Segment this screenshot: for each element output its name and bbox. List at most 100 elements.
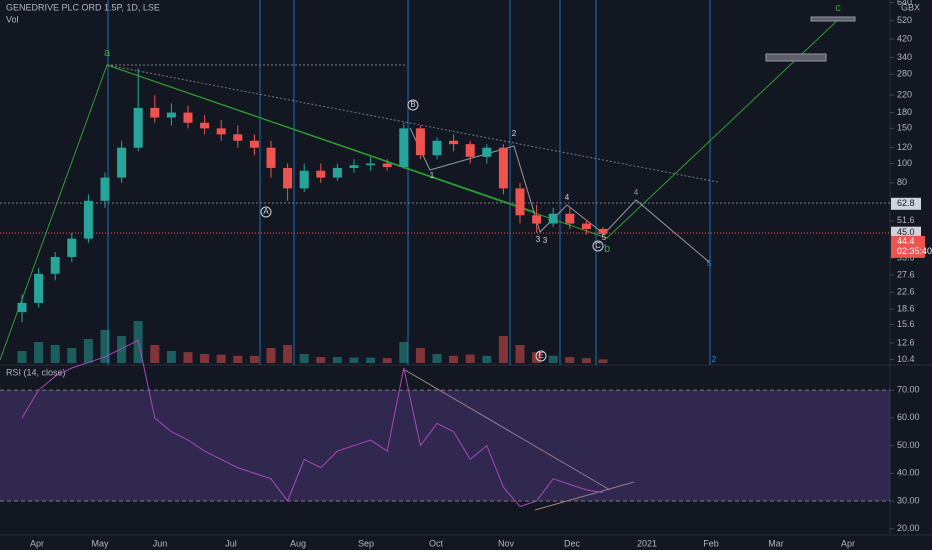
rsi-tick-label: 20.00 xyxy=(897,523,920,533)
volume-bar xyxy=(449,355,459,363)
time-axis-label: Apr xyxy=(30,538,44,548)
candle-body xyxy=(150,107,160,118)
price-tick-label: 12.6 xyxy=(897,337,915,347)
candle-body xyxy=(266,147,276,168)
time-axis-label: Jun xyxy=(153,538,168,548)
candle-body xyxy=(581,223,591,229)
time-axis-label: Apr xyxy=(841,538,855,548)
rsi-tick-label: 60.00 xyxy=(897,412,920,422)
wave-label: 5 xyxy=(707,259,712,268)
volume-bar xyxy=(83,339,93,363)
candle-body xyxy=(249,140,259,148)
wave-label: 4 xyxy=(634,188,639,197)
price-tick-label: 150 xyxy=(897,123,912,133)
wave-circle xyxy=(535,350,547,362)
volume-bar xyxy=(399,342,409,363)
trend-line xyxy=(106,64,536,213)
wave-label: 1 xyxy=(430,171,435,180)
volume-bar xyxy=(17,351,27,363)
time-axis-label: Feb xyxy=(703,538,719,548)
wave-label: 5 xyxy=(602,233,607,242)
time-axis-label: Dec xyxy=(564,538,581,548)
currency-label: GBX xyxy=(901,2,920,12)
price-tick-label: 420 xyxy=(897,34,912,44)
candle-body xyxy=(133,107,143,148)
wave-label: b xyxy=(604,243,610,255)
wave-label: C xyxy=(595,241,601,250)
price-tick-label: 80 xyxy=(897,177,907,187)
target-box xyxy=(810,16,856,22)
price-tick-label: 280 xyxy=(897,69,912,79)
wave-label: 3 xyxy=(543,236,548,245)
rsi-trend xyxy=(404,369,611,491)
volume-bar xyxy=(565,357,575,363)
candle-body xyxy=(349,165,359,168)
time-axis-label: May xyxy=(91,538,109,548)
volume-bar xyxy=(415,348,425,363)
candle-body xyxy=(482,147,492,157)
wave-circle xyxy=(260,206,272,218)
time-axis-label: Mar xyxy=(768,538,784,548)
wave-circle xyxy=(407,99,419,111)
rsi-label: RSI (14, close) xyxy=(6,367,66,377)
time-axis-label: Sep xyxy=(358,538,374,548)
volume-bar xyxy=(548,355,558,363)
volume-bar xyxy=(498,336,508,363)
volume-bar xyxy=(465,354,475,363)
wave-label: 2 xyxy=(512,129,517,138)
volume-bar xyxy=(382,358,392,363)
volume-bar xyxy=(166,351,176,363)
rsi-tick-label: 70.00 xyxy=(897,385,920,395)
price-tick-label: 27.6 xyxy=(897,269,915,279)
volume-bar xyxy=(50,345,60,363)
candle-body xyxy=(598,228,608,234)
time-axis-label: Nov xyxy=(498,538,515,548)
volume-bar xyxy=(100,330,110,363)
wave-label: 3 xyxy=(536,235,541,244)
marked-level: 62.8 xyxy=(897,198,915,208)
drawings xyxy=(0,16,890,511)
wave-label: B xyxy=(410,100,415,109)
wave-label: E xyxy=(538,351,543,360)
price-tick-label: 120 xyxy=(897,142,912,152)
candle-body xyxy=(548,213,558,224)
price-tick-label: 180 xyxy=(897,107,912,117)
crosshair-level: 45.0 xyxy=(897,227,915,237)
volume-bar xyxy=(482,355,492,363)
candle-body xyxy=(432,140,442,156)
volume-bar xyxy=(366,357,376,363)
price-tick-label: 340 xyxy=(897,52,912,62)
candle-body xyxy=(366,163,376,166)
candle-body xyxy=(100,177,110,201)
candle-body xyxy=(216,128,226,135)
time-axis-label: Oct xyxy=(429,538,444,548)
volume-bar xyxy=(200,354,210,363)
candle-body xyxy=(532,215,542,224)
candle-body xyxy=(299,170,309,189)
price-tick-label: 15.6 xyxy=(897,319,915,329)
target-box xyxy=(765,53,827,62)
volume-bar xyxy=(216,354,226,363)
candle-body xyxy=(166,112,176,118)
volume-bar xyxy=(349,357,359,363)
volume-bar xyxy=(150,345,160,363)
price-tick-label: 220 xyxy=(897,90,912,100)
candle-body xyxy=(34,273,44,303)
wave-label: a xyxy=(104,47,111,59)
candle-body xyxy=(415,128,425,156)
candle-body xyxy=(200,122,210,129)
candle-body xyxy=(316,170,326,178)
volume-bar xyxy=(283,345,293,363)
candle-body xyxy=(83,200,93,239)
price-tick-label: 18.6 xyxy=(897,304,915,314)
price-tick-label: 640 xyxy=(897,0,912,7)
volume-bar xyxy=(183,352,193,363)
candle-body xyxy=(332,167,342,178)
last-price-box xyxy=(891,235,925,258)
rsi-band xyxy=(0,390,890,501)
rsi-trend xyxy=(534,481,635,511)
last-price: 44.4 xyxy=(897,236,915,246)
rsi-line xyxy=(21,339,604,508)
candle-body xyxy=(183,112,193,123)
wave-label: A xyxy=(263,207,269,216)
